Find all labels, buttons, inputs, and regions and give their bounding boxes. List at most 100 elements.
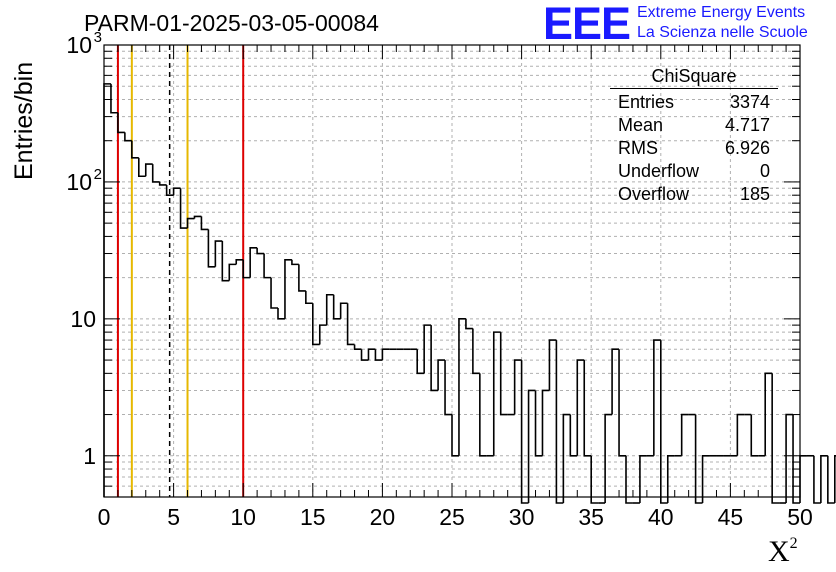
x-tick-label: 15: [300, 504, 326, 530]
x-tick-label: 25: [439, 504, 465, 530]
histogram-bin: [451, 414, 459, 457]
stats-title: ChiSquare: [610, 66, 778, 89]
histogram-bin: [771, 373, 780, 504]
histogram-bin: [639, 454, 647, 503]
histogram-bin: [534, 390, 543, 457]
histogram-bin: [492, 331, 501, 456]
histogram-bin: [792, 414, 800, 504]
histogram-bin: [270, 277, 278, 309]
histogram-bin: [193, 215, 202, 219]
histogram-bin: [583, 360, 592, 457]
histogram-bin: [527, 389, 536, 503]
histogram-bin: [117, 112, 125, 134]
histogram-bin: [465, 318, 473, 330]
histogram-bin: [151, 164, 160, 183]
histogram-bin: [458, 318, 466, 456]
histogram-bin: [291, 259, 299, 266]
y-tick-label: 10: [70, 306, 96, 332]
y-axis-label-wrap: Entries/bin: [8, 62, 38, 180]
x-tick-label: 35: [578, 504, 604, 530]
histogram-bin: [416, 349, 425, 375]
y-tick-label-exponent: 3: [94, 29, 102, 46]
histogram-bin: [242, 259, 251, 279]
histogram-bin: [555, 340, 564, 504]
x-axis-label-superscript: 2: [789, 535, 798, 552]
histogram-bin: [298, 264, 306, 292]
histogram-bin: [256, 247, 265, 255]
histogram-bin: [513, 359, 522, 415]
histogram-bin: [186, 217, 195, 229]
histogram-bin: [785, 413, 794, 503]
histogram-bin: [541, 389, 550, 456]
x-tick-label: 40: [648, 504, 674, 530]
histogram-bin: [472, 328, 480, 375]
histogram-bin: [694, 414, 703, 504]
histogram-bin: [374, 349, 383, 361]
histogram-bin: [604, 413, 613, 503]
x-tick-label: 30: [509, 504, 535, 530]
histogram-bin: [820, 454, 828, 503]
histogram-bin: [548, 339, 557, 391]
y-axis-label: Entries/bin: [10, 61, 38, 180]
histogram-bin: [235, 258, 244, 265]
histogram-bin: [799, 454, 807, 503]
histogram-bin: [172, 187, 181, 196]
histogram-bin: [701, 454, 710, 503]
stats-row-mean: Mean 4.717: [618, 115, 770, 135]
histogram-bin: [367, 348, 376, 361]
histogram-bin: [576, 359, 585, 456]
histogram-bin: [562, 413, 571, 503]
histogram-bin: [325, 293, 334, 326]
histogram-bin: [305, 290, 313, 305]
histogram-bin: [764, 372, 773, 456]
histogram-bin: [750, 414, 759, 457]
histogram-bin: [520, 360, 529, 504]
histogram-bin: [666, 454, 675, 503]
histogram-bin: [437, 359, 446, 391]
eee-logo: EEE: [543, 0, 631, 49]
histogram-bin: [680, 413, 689, 456]
histogram-bin: [158, 181, 167, 186]
histogram-bin: [834, 454, 836, 503]
histogram-bin: [103, 83, 111, 497]
stats-row-entries: Entries 3374: [618, 92, 770, 112]
chart-title: PARM-01-2025-03-05-00084: [84, 10, 379, 36]
histogram-bin: [284, 258, 292, 319]
histogram-bin: [423, 324, 432, 374]
histogram-bin: [590, 455, 599, 504]
histogram-bin: [618, 349, 626, 457]
stats-row-underflow: Underflow 0: [618, 161, 770, 181]
histogram-bin: [346, 303, 355, 346]
x-tick-label: 45: [718, 504, 744, 530]
histogram-bin: [813, 455, 821, 504]
histogram-bin: [381, 348, 390, 361]
histogram-bin: [625, 455, 633, 504]
histogram-bin: [360, 349, 369, 361]
histogram-bin: [131, 140, 139, 159]
histogram-bin: [339, 302, 348, 319]
histogram-bin: [110, 83, 118, 114]
histogram-bin: [827, 455, 835, 504]
histogram-bin: [124, 132, 132, 142]
logo-line-1: Extreme Energy Events: [637, 4, 806, 21]
histogram-bin: [263, 253, 272, 279]
x-tick-label: 20: [370, 504, 396, 530]
histogram-bin: [200, 216, 209, 231]
histogram-bin: [249, 247, 258, 278]
histogram-bin: [569, 414, 578, 457]
stats-box: ChiSquare Entries 3374 Mean 4.717 RMS 6.926…: [610, 66, 778, 206]
y-tick-label: 10: [66, 32, 92, 58]
histogram-bin: [318, 324, 327, 345]
histogram-bin: [332, 294, 341, 320]
histogram-bin: [221, 241, 230, 282]
y-tick-label-exponent: 2: [94, 166, 102, 183]
histogram-bin: [499, 332, 508, 416]
histogram-bin: [138, 157, 146, 178]
histogram-bin: [444, 360, 452, 416]
x-tick-label: 50: [787, 504, 813, 530]
logo-line-2: La Scienza nelle Scuole: [637, 24, 808, 41]
histogram-bin: [611, 348, 620, 415]
histogram-bin: [165, 184, 174, 196]
histogram-bin: [430, 325, 439, 392]
